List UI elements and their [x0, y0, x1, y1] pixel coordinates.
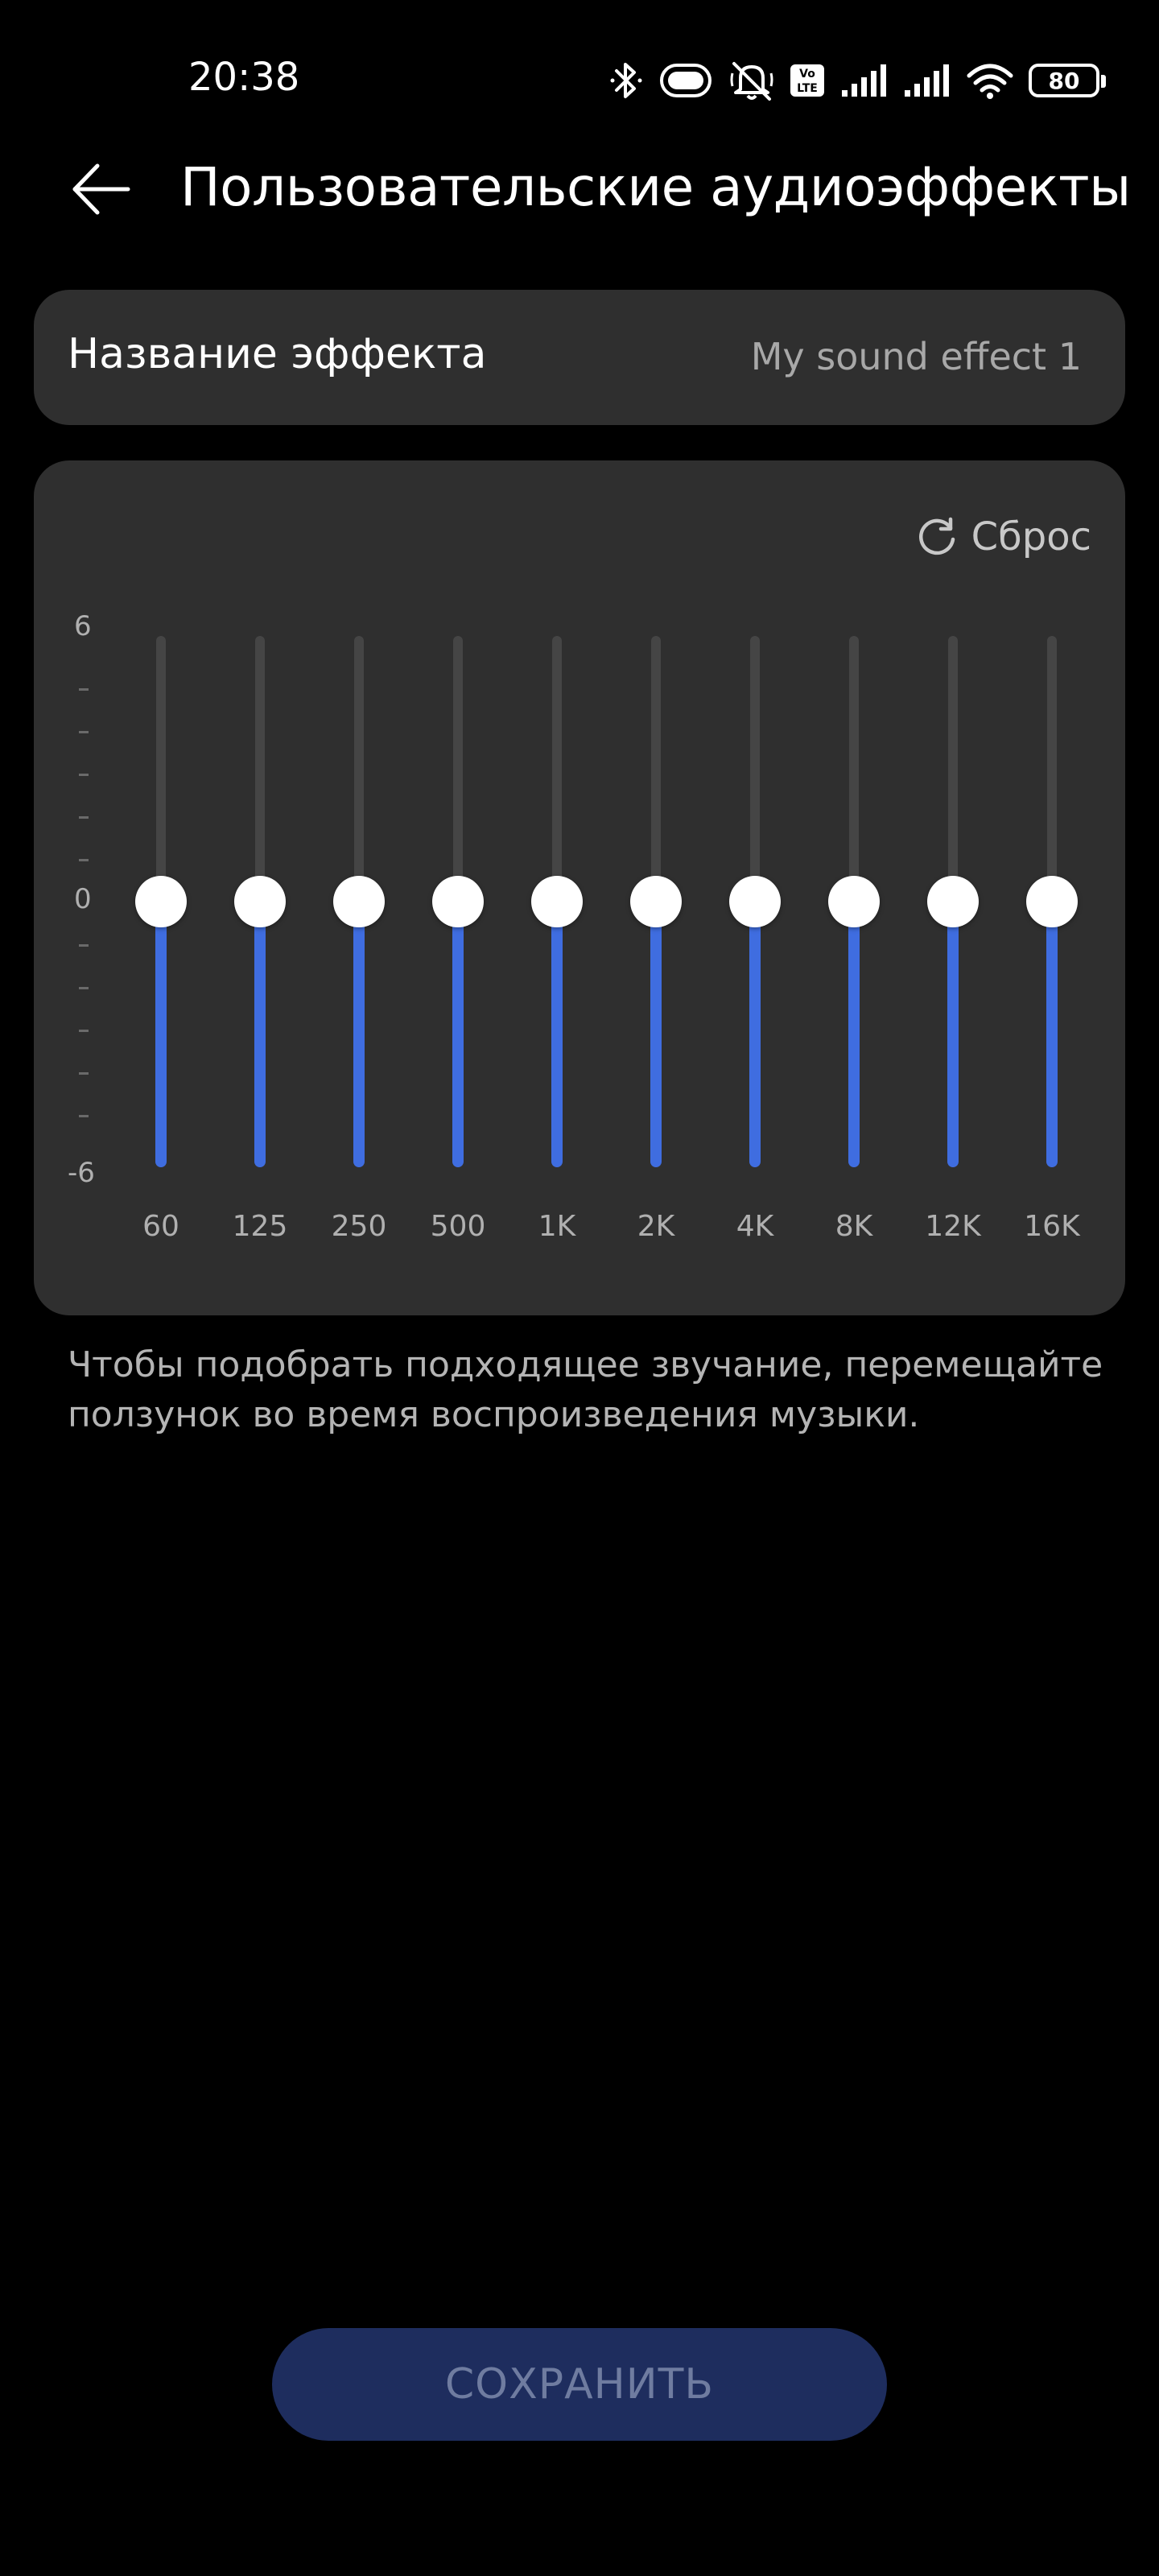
wifi-icon: [967, 64, 1013, 99]
eq-band-label: 500: [430, 1210, 486, 1243]
eq-slider-fill-4k: [749, 902, 761, 1167]
eq-slider-fill-250: [353, 902, 365, 1167]
eq-slider-fill-1k: [551, 902, 563, 1167]
eq-slider-knob-500[interactable]: [432, 876, 484, 927]
eq-slider-fill-500: [452, 902, 464, 1167]
y-axis-tick: [79, 987, 89, 989]
y-axis-tick: [79, 944, 89, 947]
vibrate-icon: [660, 64, 711, 97]
eq-slider-knob-250[interactable]: [333, 876, 385, 927]
save-button[interactable]: СОХРАНИТЬ: [272, 2328, 887, 2441]
y-axis-tick: [79, 1030, 89, 1032]
status-bar: 20:38 Vo LTE: [0, 0, 1159, 153]
eq-slider-knob-60[interactable]: [135, 876, 187, 927]
status-icons: Vo LTE 80: [610, 58, 1106, 103]
eq-slider-knob-12k[interactable]: [927, 876, 979, 927]
y-axis-max-label: 6: [74, 610, 92, 642]
effect-name-label: Название эффекта: [68, 330, 487, 378]
eq-band-label: 60: [142, 1210, 179, 1243]
effect-name-value: My sound effect 1: [750, 335, 1082, 378]
eq-slider-knob-125[interactable]: [234, 876, 286, 927]
eq-band-label: 12K: [925, 1210, 981, 1243]
eq-slider-knob-4k[interactable]: [729, 876, 781, 927]
y-axis-tick: [79, 688, 89, 691]
bluetooth-icon: [610, 63, 642, 98]
eq-slider-fill-2k: [650, 902, 662, 1167]
eq-band-label: 2K: [637, 1210, 675, 1243]
signal-2-icon: [905, 64, 949, 97]
hint-text: Чтобы подобрать подходящее звучание, пер…: [68, 1344, 1103, 1435]
battery-icon: 80: [1029, 64, 1106, 97]
reset-button[interactable]: Сброс: [915, 509, 1091, 565]
equalizer-card: Сброс 6 0 -6 60 125 250 500 1K 2K 4K 8K 12K 16K: [34, 460, 1125, 1315]
eq-slider-knob-2k[interactable]: [630, 876, 682, 927]
y-axis-tick: [79, 859, 89, 861]
header: Пользовательские аудиоэффекты: [0, 153, 1159, 274]
eq-slider-knob-1k[interactable]: [531, 876, 583, 927]
y-axis-tick: [79, 816, 89, 819]
eq-slider-fill-12k: [947, 902, 959, 1167]
back-button[interactable]: [64, 153, 137, 225]
volte-icon: Vo LTE: [790, 64, 824, 97]
y-axis-min-label: -6: [68, 1157, 95, 1189]
eq-slider-fill-125: [254, 902, 266, 1167]
eq-band-label: 250: [331, 1210, 387, 1243]
status-time: 20:38: [188, 55, 300, 100]
eq-band-label: 4K: [736, 1210, 774, 1243]
eq-slider-fill-16k: [1046, 902, 1058, 1167]
y-axis-tick: [79, 1115, 89, 1117]
svg-text:LTE: LTE: [797, 82, 818, 95]
y-axis-tick: [79, 774, 89, 776]
eq-slider-fill-60: [155, 902, 167, 1167]
eq-band-label: 8K: [835, 1210, 873, 1243]
eq-band-label: 16K: [1024, 1210, 1080, 1243]
mute-icon: [730, 62, 773, 101]
page-title: Пользовательские аудиоэффекты: [180, 156, 1131, 218]
reset-label: Сброс: [971, 514, 1091, 559]
eq-slider-knob-8k[interactable]: [828, 876, 880, 927]
refresh-icon: [918, 517, 955, 555]
eq-slider-fill-8k: [848, 902, 860, 1167]
eq-band-label: 125: [232, 1210, 288, 1243]
effect-name-row[interactable]: Название эффекта My sound effect 1: [34, 290, 1125, 425]
y-axis-tick: [79, 731, 89, 733]
arrow-left-icon: [72, 163, 130, 215]
signal-1-icon: [842, 64, 886, 97]
y-axis-tick: [79, 1072, 89, 1075]
eq-band-label: 1K: [538, 1210, 576, 1243]
eq-slider-knob-16k[interactable]: [1026, 876, 1078, 927]
svg-text:Vo: Vo: [799, 68, 815, 80]
y-axis-mid-label: 0: [74, 883, 92, 915]
